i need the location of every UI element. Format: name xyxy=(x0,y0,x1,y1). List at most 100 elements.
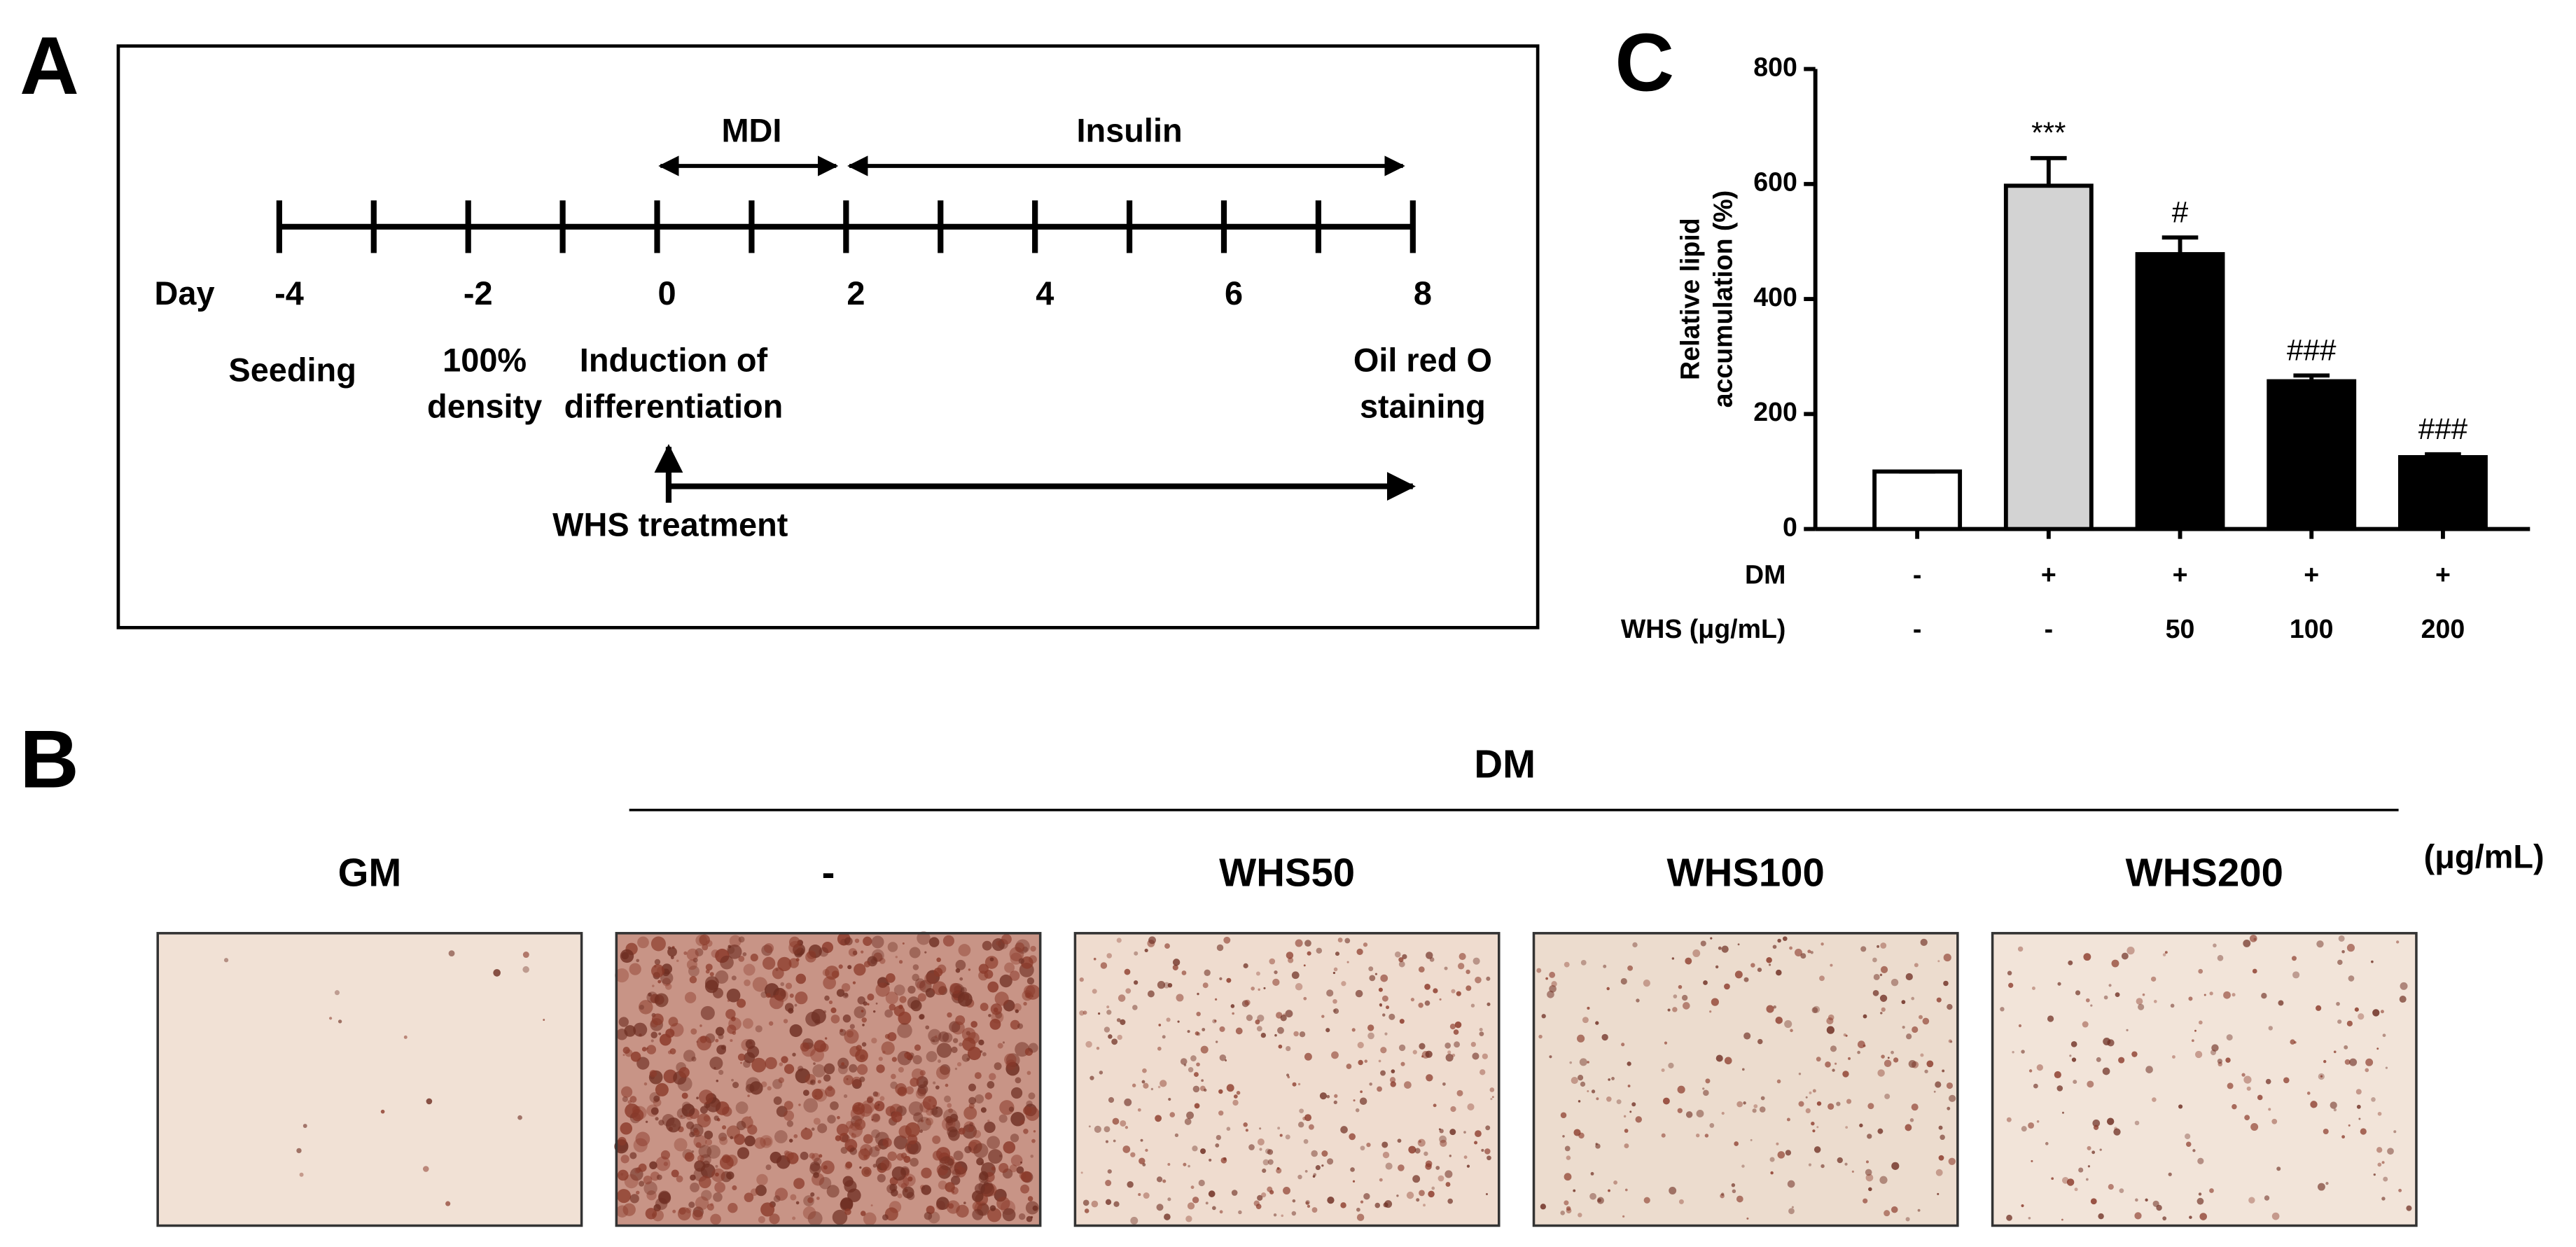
stain-speck xyxy=(899,996,907,1003)
stain-speck xyxy=(695,948,704,956)
stain-speck xyxy=(1212,1206,1216,1211)
stain-speck xyxy=(902,942,905,945)
stain-speck xyxy=(1141,1080,1146,1084)
stain-speck xyxy=(1590,1171,1594,1176)
stain-speck xyxy=(819,947,829,957)
stain-speck xyxy=(1293,1031,1299,1037)
stain-speck xyxy=(955,959,966,970)
stain-speck xyxy=(620,1155,629,1164)
stain-speck xyxy=(1837,1157,1843,1164)
stain-speck xyxy=(1092,989,1097,994)
stain-speck xyxy=(1860,946,1867,952)
stain-speck xyxy=(729,935,742,947)
stain-speck xyxy=(1566,1206,1571,1211)
stain-speck xyxy=(1731,1183,1736,1187)
stain-speck xyxy=(1627,965,1634,971)
stain-speck xyxy=(760,1202,775,1217)
stain-speck xyxy=(1760,1096,1765,1101)
stain-speck xyxy=(1704,1134,1709,1138)
stain-speck xyxy=(731,975,737,981)
stain-speck xyxy=(979,1171,989,1180)
stain-speck xyxy=(859,1103,872,1117)
stain-speck xyxy=(1108,1034,1113,1039)
stain-speck xyxy=(1433,1103,1437,1108)
stain-speck xyxy=(954,1067,958,1071)
stain-speck xyxy=(620,1122,633,1135)
stain-speck xyxy=(877,1173,886,1183)
stain-speck xyxy=(1118,994,1126,1002)
stain-speck xyxy=(1020,1161,1023,1164)
stain-speck xyxy=(924,951,927,954)
stain-speck xyxy=(618,1136,627,1146)
stain-speck xyxy=(1332,971,1336,975)
stain-speck xyxy=(1947,1106,1951,1110)
stain-speck xyxy=(854,963,866,976)
stain-speck xyxy=(1580,1081,1586,1087)
stain-speck xyxy=(2325,1182,2329,1185)
stain-speck xyxy=(1295,983,1303,991)
stain-speck xyxy=(1901,1000,1906,1005)
stain-speck xyxy=(1416,1198,1420,1202)
stain-speck xyxy=(2115,992,2120,998)
stain-speck xyxy=(672,1209,676,1213)
stain-speck xyxy=(1286,1045,1291,1052)
stain-speck xyxy=(1023,984,1036,997)
stain-speck xyxy=(699,934,710,946)
stain-speck xyxy=(926,1118,928,1121)
stain-speck xyxy=(781,1056,788,1064)
stain-speck xyxy=(968,1126,975,1132)
stain-speck xyxy=(1819,975,1825,982)
stain-speck xyxy=(902,1186,914,1199)
stain-speck xyxy=(2162,1216,2167,1221)
stain-speck xyxy=(1192,1197,1199,1204)
stain-speck xyxy=(2264,1195,2270,1201)
stain-speck xyxy=(1424,1000,1430,1006)
stain-speck xyxy=(2265,1078,2271,1085)
stain-speck xyxy=(1177,1020,1180,1023)
stain-speck xyxy=(2348,1124,2351,1127)
stain-speck xyxy=(1214,1019,1217,1022)
stain-speck xyxy=(849,1147,858,1155)
stain-speck xyxy=(885,973,896,983)
stain-speck xyxy=(1004,1053,1017,1066)
stain-speck xyxy=(1444,966,1448,970)
stain-speck xyxy=(1023,1106,1032,1115)
stain-speck xyxy=(2268,1026,2273,1031)
stain-speck xyxy=(1737,943,1740,946)
stain-speck xyxy=(919,1014,924,1020)
stain-speck xyxy=(784,1110,795,1121)
stain-speck xyxy=(690,1174,696,1181)
stain-speck xyxy=(1147,990,1155,998)
stain-speck xyxy=(872,1164,877,1168)
stain-speck xyxy=(2103,995,2108,1000)
stain-speck xyxy=(851,1133,856,1139)
stain-speck xyxy=(1424,984,1430,990)
stain-speck xyxy=(1013,1003,1022,1012)
stain-speck xyxy=(1480,1069,1486,1075)
stain-speck xyxy=(1337,938,1343,942)
stain-speck xyxy=(867,1003,870,1005)
stain-speck xyxy=(1440,1139,1447,1147)
stain-speck xyxy=(868,1146,880,1157)
stain-speck xyxy=(1937,960,1940,963)
stain-speck xyxy=(1720,1192,1725,1196)
stain-speck xyxy=(2021,1204,2024,1208)
stain-speck xyxy=(1710,937,1713,940)
stain-speck xyxy=(1364,1059,1368,1063)
stain-speck xyxy=(1383,1202,1388,1208)
stain-speck xyxy=(2257,1094,2263,1101)
stain-speck xyxy=(1891,1162,1900,1170)
stain-speck xyxy=(1783,936,1788,941)
stain-speck xyxy=(1079,977,1084,982)
stain-speck xyxy=(824,995,830,1001)
stain-speck xyxy=(2194,1050,2203,1059)
stain-speck xyxy=(2007,970,2012,976)
stain-speck xyxy=(705,940,713,947)
stain-speck xyxy=(2243,939,2251,947)
stain-speck xyxy=(1341,981,1346,987)
stain-speck xyxy=(2383,1176,2388,1182)
stain-speck xyxy=(678,1207,686,1215)
stain-speck xyxy=(2344,1059,2351,1065)
stain-speck xyxy=(832,1209,848,1225)
stain-speck xyxy=(1167,1163,1171,1166)
